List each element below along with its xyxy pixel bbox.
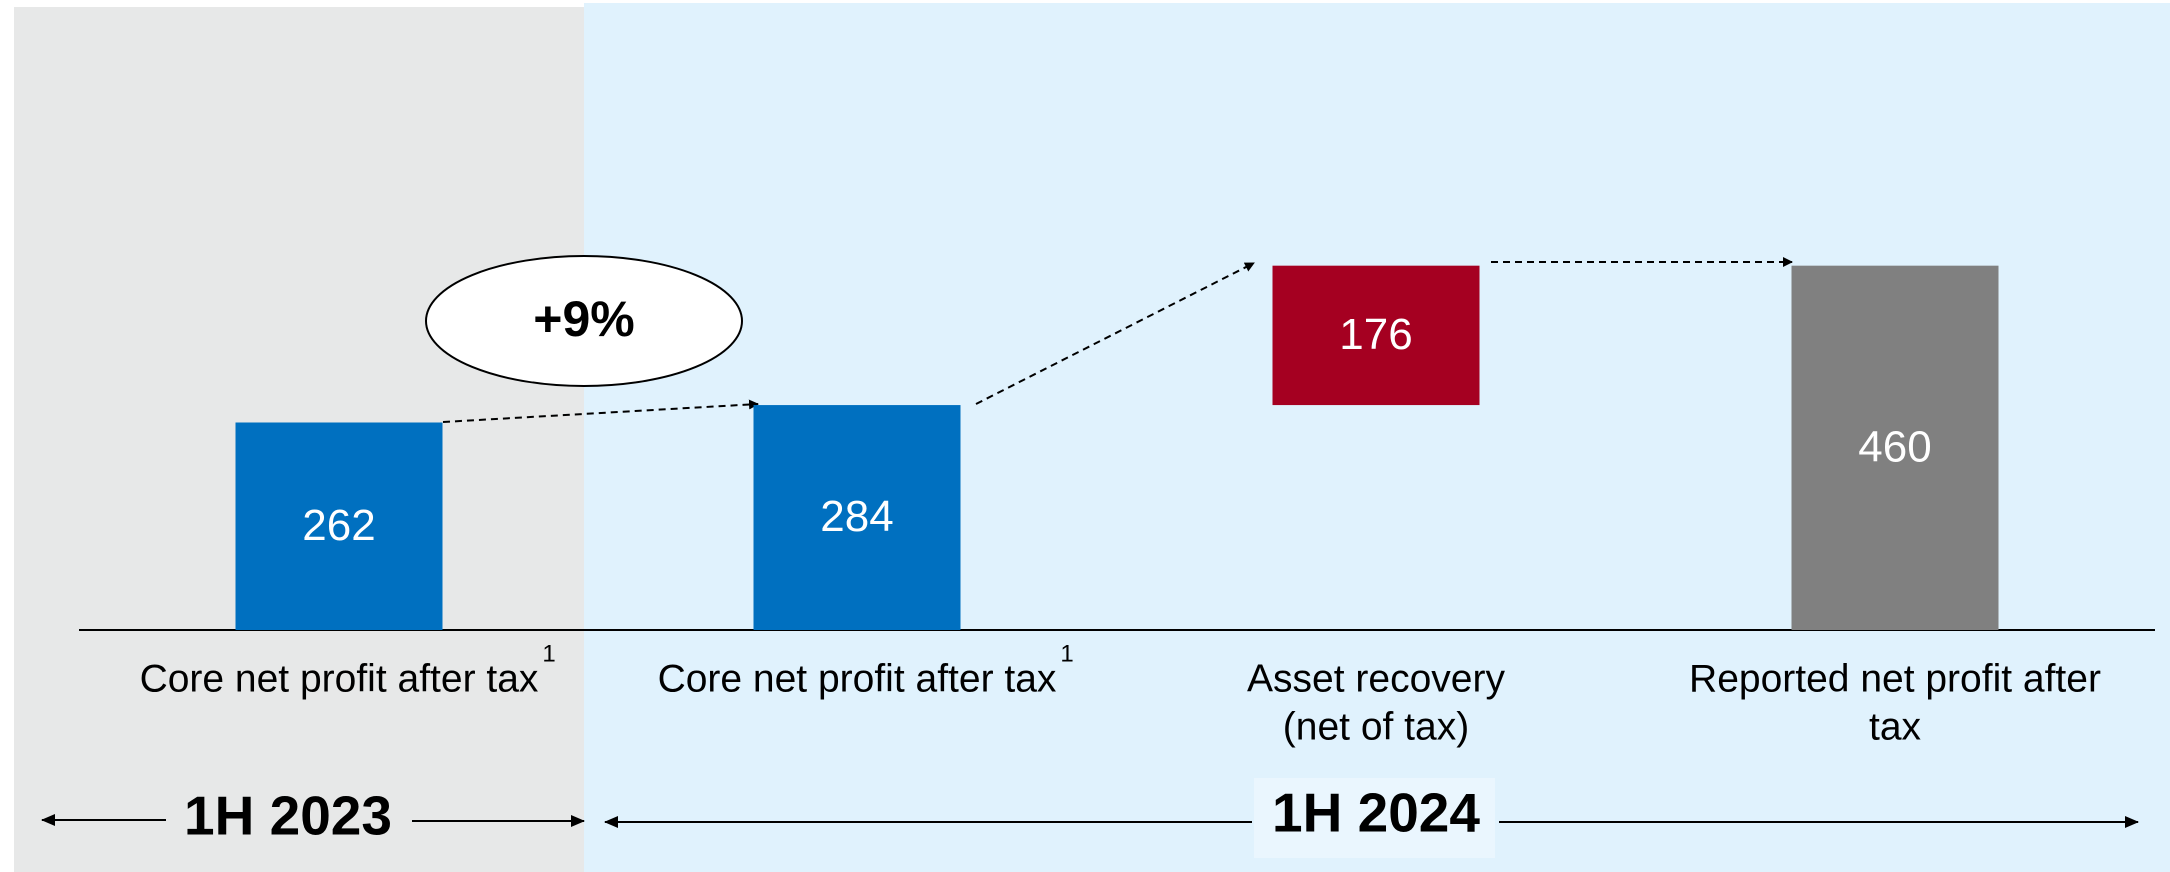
period-label: 1H 2024 <box>1272 782 1480 844</box>
bar <box>1272 265 1480 406</box>
connector <box>975 262 1255 405</box>
growth-bubble <box>425 255 743 387</box>
value-label: 176 <box>1339 310 1412 359</box>
bar <box>753 405 961 630</box>
growth-label: +9% <box>533 291 634 347</box>
category-label: (net of tax) <box>1283 705 1469 748</box>
value-label: 460 <box>1858 422 1931 471</box>
category-label: Core net profit after tax <box>140 657 539 700</box>
category-label: Reported net profit after <box>1689 657 2101 700</box>
footnote-marker: 1 <box>1060 640 1073 667</box>
category-label: Core net profit after tax <box>658 657 1057 700</box>
footnote-marker: 1 <box>542 640 555 667</box>
category-label: Asset recovery <box>1247 657 1505 700</box>
value-label: 262 <box>302 501 375 550</box>
connector <box>442 399 759 423</box>
category-label: tax <box>1869 705 1922 748</box>
bar <box>1791 265 1999 630</box>
period-box <box>1254 778 1495 858</box>
value-label: 284 <box>820 492 893 541</box>
period-label: 1H 2023 <box>184 785 392 847</box>
bar <box>235 422 443 630</box>
